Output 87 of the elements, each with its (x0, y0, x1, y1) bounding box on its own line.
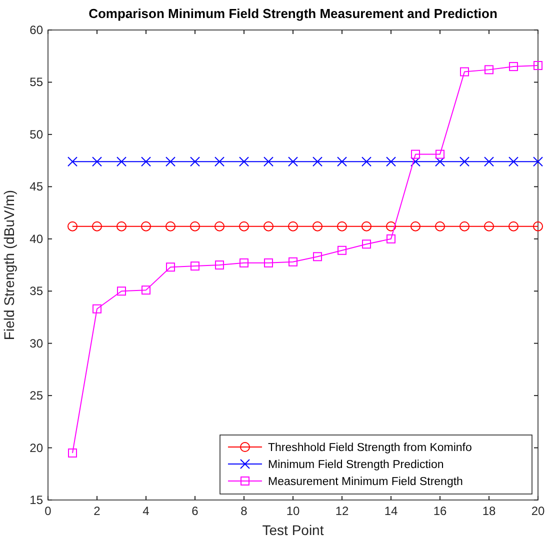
point (240, 258, 248, 268)
point (68, 221, 78, 232)
x-tick-label: 4 (142, 504, 150, 518)
legend-label: Measurement Minimum Field Strength (268, 476, 463, 488)
point (337, 156, 347, 167)
point (166, 262, 175, 272)
point (264, 221, 274, 232)
point (116, 156, 126, 167)
point (214, 156, 224, 167)
y-axis-title: Field Strength (dBuV/m) (1, 190, 17, 340)
point (435, 156, 445, 167)
point (288, 257, 298, 266)
y-tick-label: 50 (30, 127, 44, 142)
point (386, 156, 396, 167)
point (190, 156, 200, 167)
point (141, 221, 151, 232)
point (338, 246, 346, 255)
point (534, 61, 542, 70)
point (410, 221, 420, 232)
point (484, 156, 494, 167)
point (460, 67, 469, 76)
point (117, 286, 126, 296)
point (436, 150, 444, 159)
point (313, 252, 322, 262)
point (92, 304, 102, 314)
point (509, 62, 518, 72)
point (288, 156, 298, 167)
legend-label: Minimum Field Strength Prediction (268, 459, 444, 471)
point (92, 156, 102, 167)
point (386, 221, 396, 232)
x-tick-label: 0 (44, 504, 52, 518)
point (460, 221, 470, 232)
point (312, 221, 322, 232)
point (337, 221, 347, 232)
point (411, 150, 420, 159)
y-tick-label: 25 (30, 388, 44, 403)
point (435, 221, 445, 232)
point (68, 448, 77, 458)
point (362, 240, 371, 249)
chart-title: Comparison Minimum Field Strength Measurement and Prediction (88, 6, 498, 21)
y-tick-label: 55 (30, 75, 44, 90)
point (264, 258, 273, 268)
y-tick-label: 60 (30, 23, 44, 37)
x-tick-label: 10 (286, 504, 300, 518)
point (68, 156, 78, 167)
x-tick-label: 14 (384, 504, 398, 518)
x-tick-label: 2 (94, 504, 101, 518)
point (92, 221, 102, 232)
point (239, 156, 249, 167)
x-tick-label: 8 (240, 504, 248, 518)
x-tick-label: 12 (335, 504, 349, 518)
point (508, 221, 518, 232)
point (190, 262, 200, 271)
point (288, 221, 298, 232)
x-tick-label: 18 (482, 504, 496, 518)
y-tick-label: 40 (30, 232, 44, 246)
x-tick-label: 16 (433, 504, 447, 518)
point (264, 156, 274, 167)
point (215, 260, 224, 270)
point (533, 221, 543, 232)
y-tick-label: 15 (30, 493, 44, 507)
x-tick-label: 6 (192, 504, 199, 518)
point (166, 156, 176, 167)
point (484, 65, 494, 74)
point (362, 221, 372, 232)
point (533, 156, 543, 167)
y-tick-label: 20 (30, 440, 44, 455)
point (190, 221, 200, 232)
point (142, 286, 150, 295)
point (141, 156, 151, 167)
point (312, 156, 322, 167)
point (166, 221, 176, 232)
y-tick-label: 35 (30, 284, 44, 298)
point (116, 221, 126, 232)
y-tick-label: 45 (30, 180, 44, 194)
x-tick-label: 20 (531, 504, 545, 518)
y-tick-label: 30 (30, 336, 44, 350)
point (386, 234, 396, 244)
x-axis-title: Test Point (262, 522, 324, 538)
point (460, 156, 470, 167)
point (362, 156, 372, 167)
legend-label: Threshhold Field Strength from Kominfo (268, 442, 472, 454)
point (410, 156, 420, 167)
point (214, 221, 224, 232)
point (239, 221, 249, 232)
point (508, 156, 518, 167)
point (484, 221, 494, 232)
